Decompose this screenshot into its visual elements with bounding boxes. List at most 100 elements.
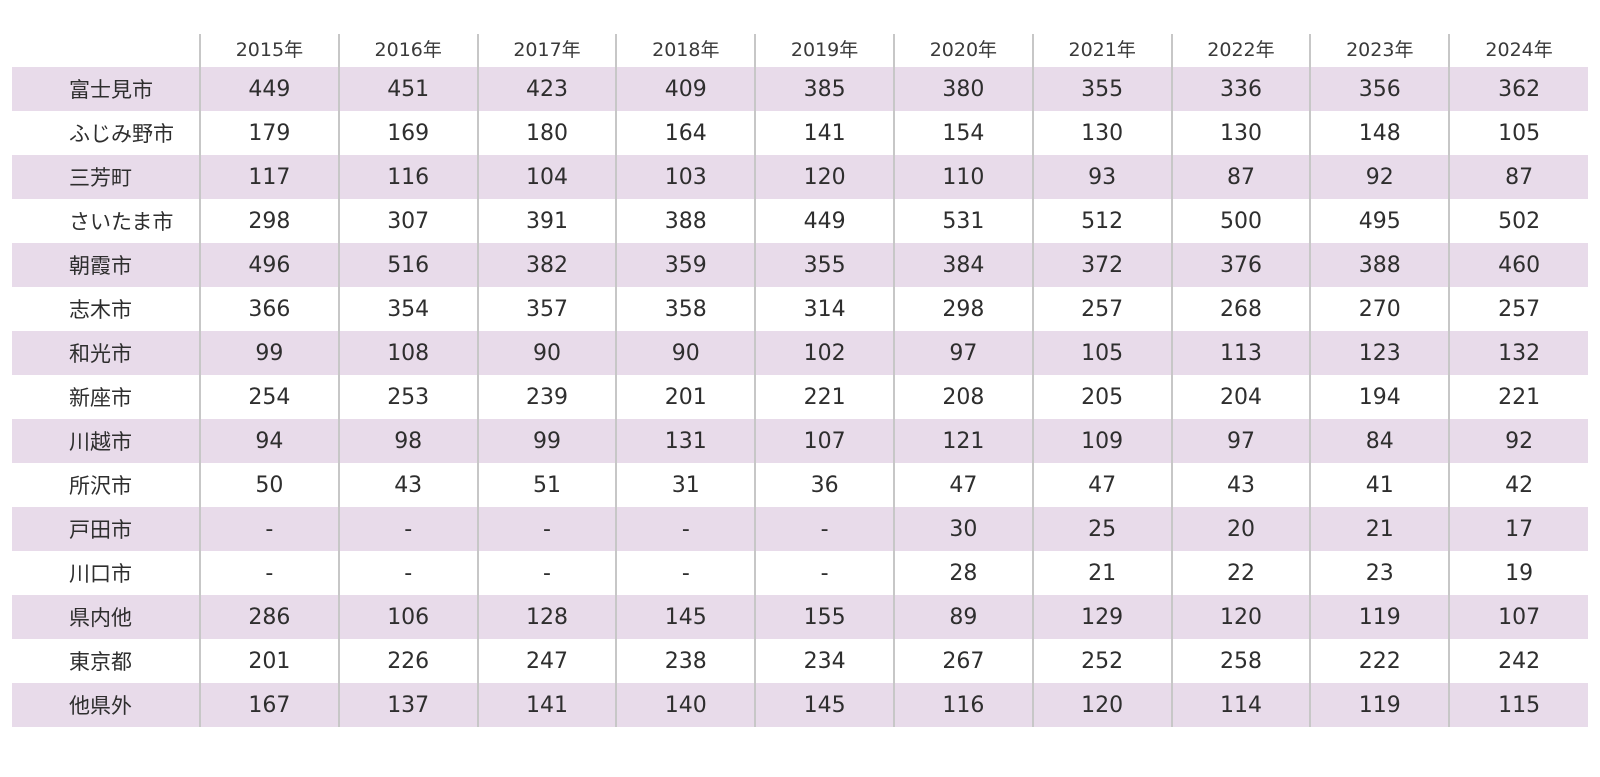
- data-cell: 99: [476, 419, 617, 463]
- data-cell: 119: [1309, 595, 1450, 639]
- data-cell: 221: [754, 375, 894, 419]
- data-cell: 267: [892, 639, 1033, 683]
- data-cell: 502: [1448, 199, 1588, 243]
- data-cell: 20: [1170, 507, 1311, 551]
- data-cell: 355: [754, 243, 894, 287]
- data-cell: 179: [199, 111, 339, 155]
- table-row: 富士見市 449 451 423 409 385 380 355 336 356 362: [12, 67, 1588, 111]
- data-cell: 298: [892, 287, 1033, 331]
- table-row: 朝霞市 496 516 382 359 355 384 372 376 388 460: [12, 243, 1588, 287]
- data-cell: 270: [1309, 287, 1450, 331]
- data-cell: 298: [199, 199, 339, 243]
- table-row: 県内他 286 106 128 145 155 89 129 120 119 107: [12, 595, 1588, 639]
- data-cell: 239: [476, 375, 617, 419]
- table-row: 志木市 366 354 357 358 314 298 257 268 270 257: [12, 287, 1588, 331]
- data-cell: 105: [1448, 111, 1588, 155]
- data-cell: 372: [1031, 243, 1172, 287]
- data-cell: 449: [199, 67, 339, 111]
- data-cell: 257: [1448, 287, 1588, 331]
- data-cell: 87: [1170, 155, 1311, 199]
- data-cell: 36: [754, 463, 894, 507]
- data-cell: 121: [892, 419, 1033, 463]
- table-row: 東京都 201 226 247 238 234 267 252 258 222 242: [12, 639, 1588, 683]
- data-cell: 25: [1031, 507, 1172, 551]
- data-cell: 120: [1031, 683, 1172, 727]
- data-cell: 238: [615, 639, 756, 683]
- data-cell: 222: [1309, 639, 1450, 683]
- data-cell: 354: [337, 287, 478, 331]
- data-cell: 268: [1170, 287, 1311, 331]
- data-cell: 120: [754, 155, 894, 199]
- data-cell: 384: [892, 243, 1033, 287]
- data-cell: 41: [1309, 463, 1450, 507]
- data-cell: 362: [1448, 67, 1588, 111]
- row-label: 新座市: [69, 386, 132, 410]
- data-cell: 108: [337, 331, 478, 375]
- row-label: 川口市: [69, 562, 132, 586]
- row-label: 他県外: [12, 683, 200, 727]
- data-cell: 141: [754, 111, 894, 155]
- data-cell: -: [476, 507, 617, 551]
- header-row: 2015年 2016年 2017年 2018年 2019年 2020年 2021年 2022年…: [12, 34, 1588, 67]
- data-cell: 286: [199, 595, 339, 639]
- data-cell: 90: [476, 331, 617, 375]
- data-cell: -: [754, 507, 894, 551]
- data-cell: 366: [199, 287, 339, 331]
- data-cell: 47: [1031, 463, 1172, 507]
- data-cell: 140: [615, 683, 756, 727]
- data-cell: 376: [1170, 243, 1311, 287]
- data-cell: 119: [1309, 683, 1450, 727]
- data-cell: 516: [337, 243, 478, 287]
- data-cell: 204: [1170, 375, 1311, 419]
- data-cell: 28: [892, 551, 1033, 595]
- data-cell: 355: [1031, 67, 1172, 111]
- data-cell: 205: [1031, 375, 1172, 419]
- header-corner-cell: [12, 34, 200, 67]
- data-cell: 109: [1031, 419, 1172, 463]
- data-cell: 21: [1031, 551, 1172, 595]
- data-cell: 356: [1309, 67, 1450, 111]
- column-header-year: 2024年: [1448, 34, 1588, 67]
- data-cell: 102: [754, 331, 894, 375]
- row-label: 戸田市: [12, 507, 200, 551]
- column-header-year: 2017年: [476, 34, 617, 67]
- data-cell: -: [615, 551, 756, 595]
- row-label: 川越市: [12, 419, 200, 463]
- data-cell: 94: [199, 419, 339, 463]
- data-cell: 194: [1309, 375, 1450, 419]
- data-cell: 234: [754, 639, 894, 683]
- data-cell: 23: [1309, 551, 1450, 595]
- data-cell: 382: [476, 243, 617, 287]
- data-cell: 409: [615, 67, 756, 111]
- row-label: 所沢市: [69, 474, 132, 498]
- data-cell: 89: [892, 595, 1033, 639]
- data-cell: 30: [892, 507, 1033, 551]
- column-header-year: 2018年: [615, 34, 756, 67]
- data-cell: 129: [1031, 595, 1172, 639]
- data-cell: -: [199, 507, 339, 551]
- data-cell: 359: [615, 243, 756, 287]
- data-cell: 130: [1031, 111, 1172, 155]
- column-header-year: 2022年: [1170, 34, 1311, 67]
- data-cell: 451: [337, 67, 478, 111]
- data-cell: 148: [1309, 111, 1450, 155]
- data-cell: 169: [337, 111, 478, 155]
- data-cell: 391: [476, 199, 617, 243]
- data-cell: 145: [754, 683, 894, 727]
- table-row: 川越市 94 98 99 131 107 121 109 97 84 92: [12, 419, 1588, 463]
- data-cell: 201: [199, 639, 339, 683]
- data-cell: 84: [1309, 419, 1450, 463]
- data-cell: 19: [1448, 551, 1588, 595]
- table-row: 戸田市 - - - - -30 25 20 21 17: [12, 507, 1588, 551]
- data-cell: 31: [615, 463, 756, 507]
- table-row: 所沢市 50 43 51 31 36 47 47 43 41 42: [12, 463, 1588, 507]
- data-cell: 380: [892, 67, 1033, 111]
- data-cell: 120: [1170, 595, 1311, 639]
- data-cell: -: [199, 551, 339, 595]
- data-cell: 180: [476, 111, 617, 155]
- data-cell: 110: [892, 155, 1033, 199]
- data-cell: 99: [199, 331, 339, 375]
- data-cell: 358: [615, 287, 756, 331]
- data-cell: 257: [1031, 287, 1172, 331]
- row-label: 県内他: [12, 595, 200, 639]
